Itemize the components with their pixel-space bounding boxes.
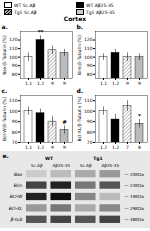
svg-text:Aβ25-35: Aβ25-35 xyxy=(101,163,119,168)
svg-text:Bcl-W/β-Tubulin (%): Bcl-W/β-Tubulin (%) xyxy=(2,97,7,141)
svg-text:Bcl-XL/β-Tubulin (%): Bcl-XL/β-Tubulin (%) xyxy=(77,96,82,141)
svg-text:d.: d. xyxy=(77,87,84,94)
svg-text:e.: e. xyxy=(3,152,9,159)
svg-text:9: 9 xyxy=(138,81,141,86)
svg-text:90: 90 xyxy=(12,63,18,68)
svg-text:1.2: 1.2 xyxy=(37,81,44,86)
svg-text:9: 9 xyxy=(63,145,66,150)
svg-text:— 19KDa: — 19KDa xyxy=(125,194,145,199)
html-text:Cortex: Cortex xyxy=(63,15,87,22)
svg-text:80: 80 xyxy=(87,129,93,134)
svg-text:120: 120 xyxy=(84,37,93,42)
svg-text:Sc.Aβ: Sc.Aβ xyxy=(31,163,43,168)
svg-text:Bax: Bax xyxy=(14,172,23,177)
svg-text:70: 70 xyxy=(12,140,18,145)
svg-text:#: # xyxy=(62,119,67,125)
svg-text:1.1: 1.1 xyxy=(100,81,107,86)
html-text:WT Aβ25-35: WT Aβ25-35 xyxy=(86,2,114,8)
svg-text:— 20KDa: — 20KDa xyxy=(125,172,145,177)
svg-text:— 29KDa: — 29KDa xyxy=(125,206,145,211)
svg-text:a.: a. xyxy=(2,23,8,30)
svg-text:9: 9 xyxy=(126,81,129,86)
svg-text:120: 120 xyxy=(9,37,18,42)
svg-text:1.1: 1.1 xyxy=(25,145,32,150)
svg-text:100: 100 xyxy=(9,109,18,114)
svg-text:c.: c. xyxy=(2,87,8,94)
html-text:Tg1 Sc.Aβ: Tg1 Sc.Aβ xyxy=(14,9,37,15)
svg-text:Aβ25-35: Aβ25-35 xyxy=(52,163,70,168)
svg-text:Bim/β-Tubulin (%): Bim/β-Tubulin (%) xyxy=(77,35,82,75)
svg-text:1.2: 1.2 xyxy=(112,145,119,150)
svg-text:Bim: Bim xyxy=(14,183,23,188)
svg-text:**: ** xyxy=(38,29,44,35)
svg-text:— 23KDa: — 23KDa xyxy=(125,183,145,188)
svg-text:9: 9 xyxy=(51,145,54,150)
svg-text:*: * xyxy=(138,113,141,119)
svg-text:7: 7 xyxy=(126,145,129,150)
svg-text:Sc.Aβ: Sc.Aβ xyxy=(80,163,92,168)
svg-text:100: 100 xyxy=(84,109,93,114)
svg-text:110: 110 xyxy=(9,98,18,103)
svg-text:80: 80 xyxy=(12,72,18,77)
svg-text:90: 90 xyxy=(12,119,18,124)
svg-text:1.2: 1.2 xyxy=(37,145,44,150)
svg-text:1.2: 1.2 xyxy=(100,145,107,150)
svg-text:b.: b. xyxy=(77,23,84,30)
svg-text:90: 90 xyxy=(87,119,93,124)
svg-text:100: 100 xyxy=(84,55,93,60)
svg-text:1.2: 1.2 xyxy=(112,81,119,86)
svg-text:9: 9 xyxy=(63,81,66,86)
svg-text:110: 110 xyxy=(84,46,93,51)
svg-text:70: 70 xyxy=(87,140,93,145)
svg-text:Bcl-W: Bcl-W xyxy=(10,194,23,199)
svg-text:β-tub: β-tub xyxy=(11,217,23,222)
svg-text:9: 9 xyxy=(51,81,54,86)
svg-text:100: 100 xyxy=(9,55,18,60)
svg-text:WT: WT xyxy=(45,156,54,161)
svg-text:8: 8 xyxy=(138,145,141,150)
svg-text:80: 80 xyxy=(87,72,93,77)
svg-text:80: 80 xyxy=(12,129,18,134)
svg-text:110: 110 xyxy=(84,98,93,103)
svg-text:Tg1: Tg1 xyxy=(93,156,102,161)
svg-text:Bax/β-Tubulin (%): Bax/β-Tubulin (%) xyxy=(2,35,7,75)
svg-text:90: 90 xyxy=(87,63,93,68)
svg-text:— 48KDa: — 48KDa xyxy=(125,217,145,222)
html-text:Tg1 Aβ25-35: Tg1 Aβ25-35 xyxy=(86,9,115,15)
svg-text:Bcl-XL: Bcl-XL xyxy=(9,206,23,211)
html-text:WT Sc.Aβ: WT Sc.Aβ xyxy=(14,2,36,8)
svg-text:110: 110 xyxy=(9,46,18,51)
svg-text:1.1: 1.1 xyxy=(25,81,32,86)
